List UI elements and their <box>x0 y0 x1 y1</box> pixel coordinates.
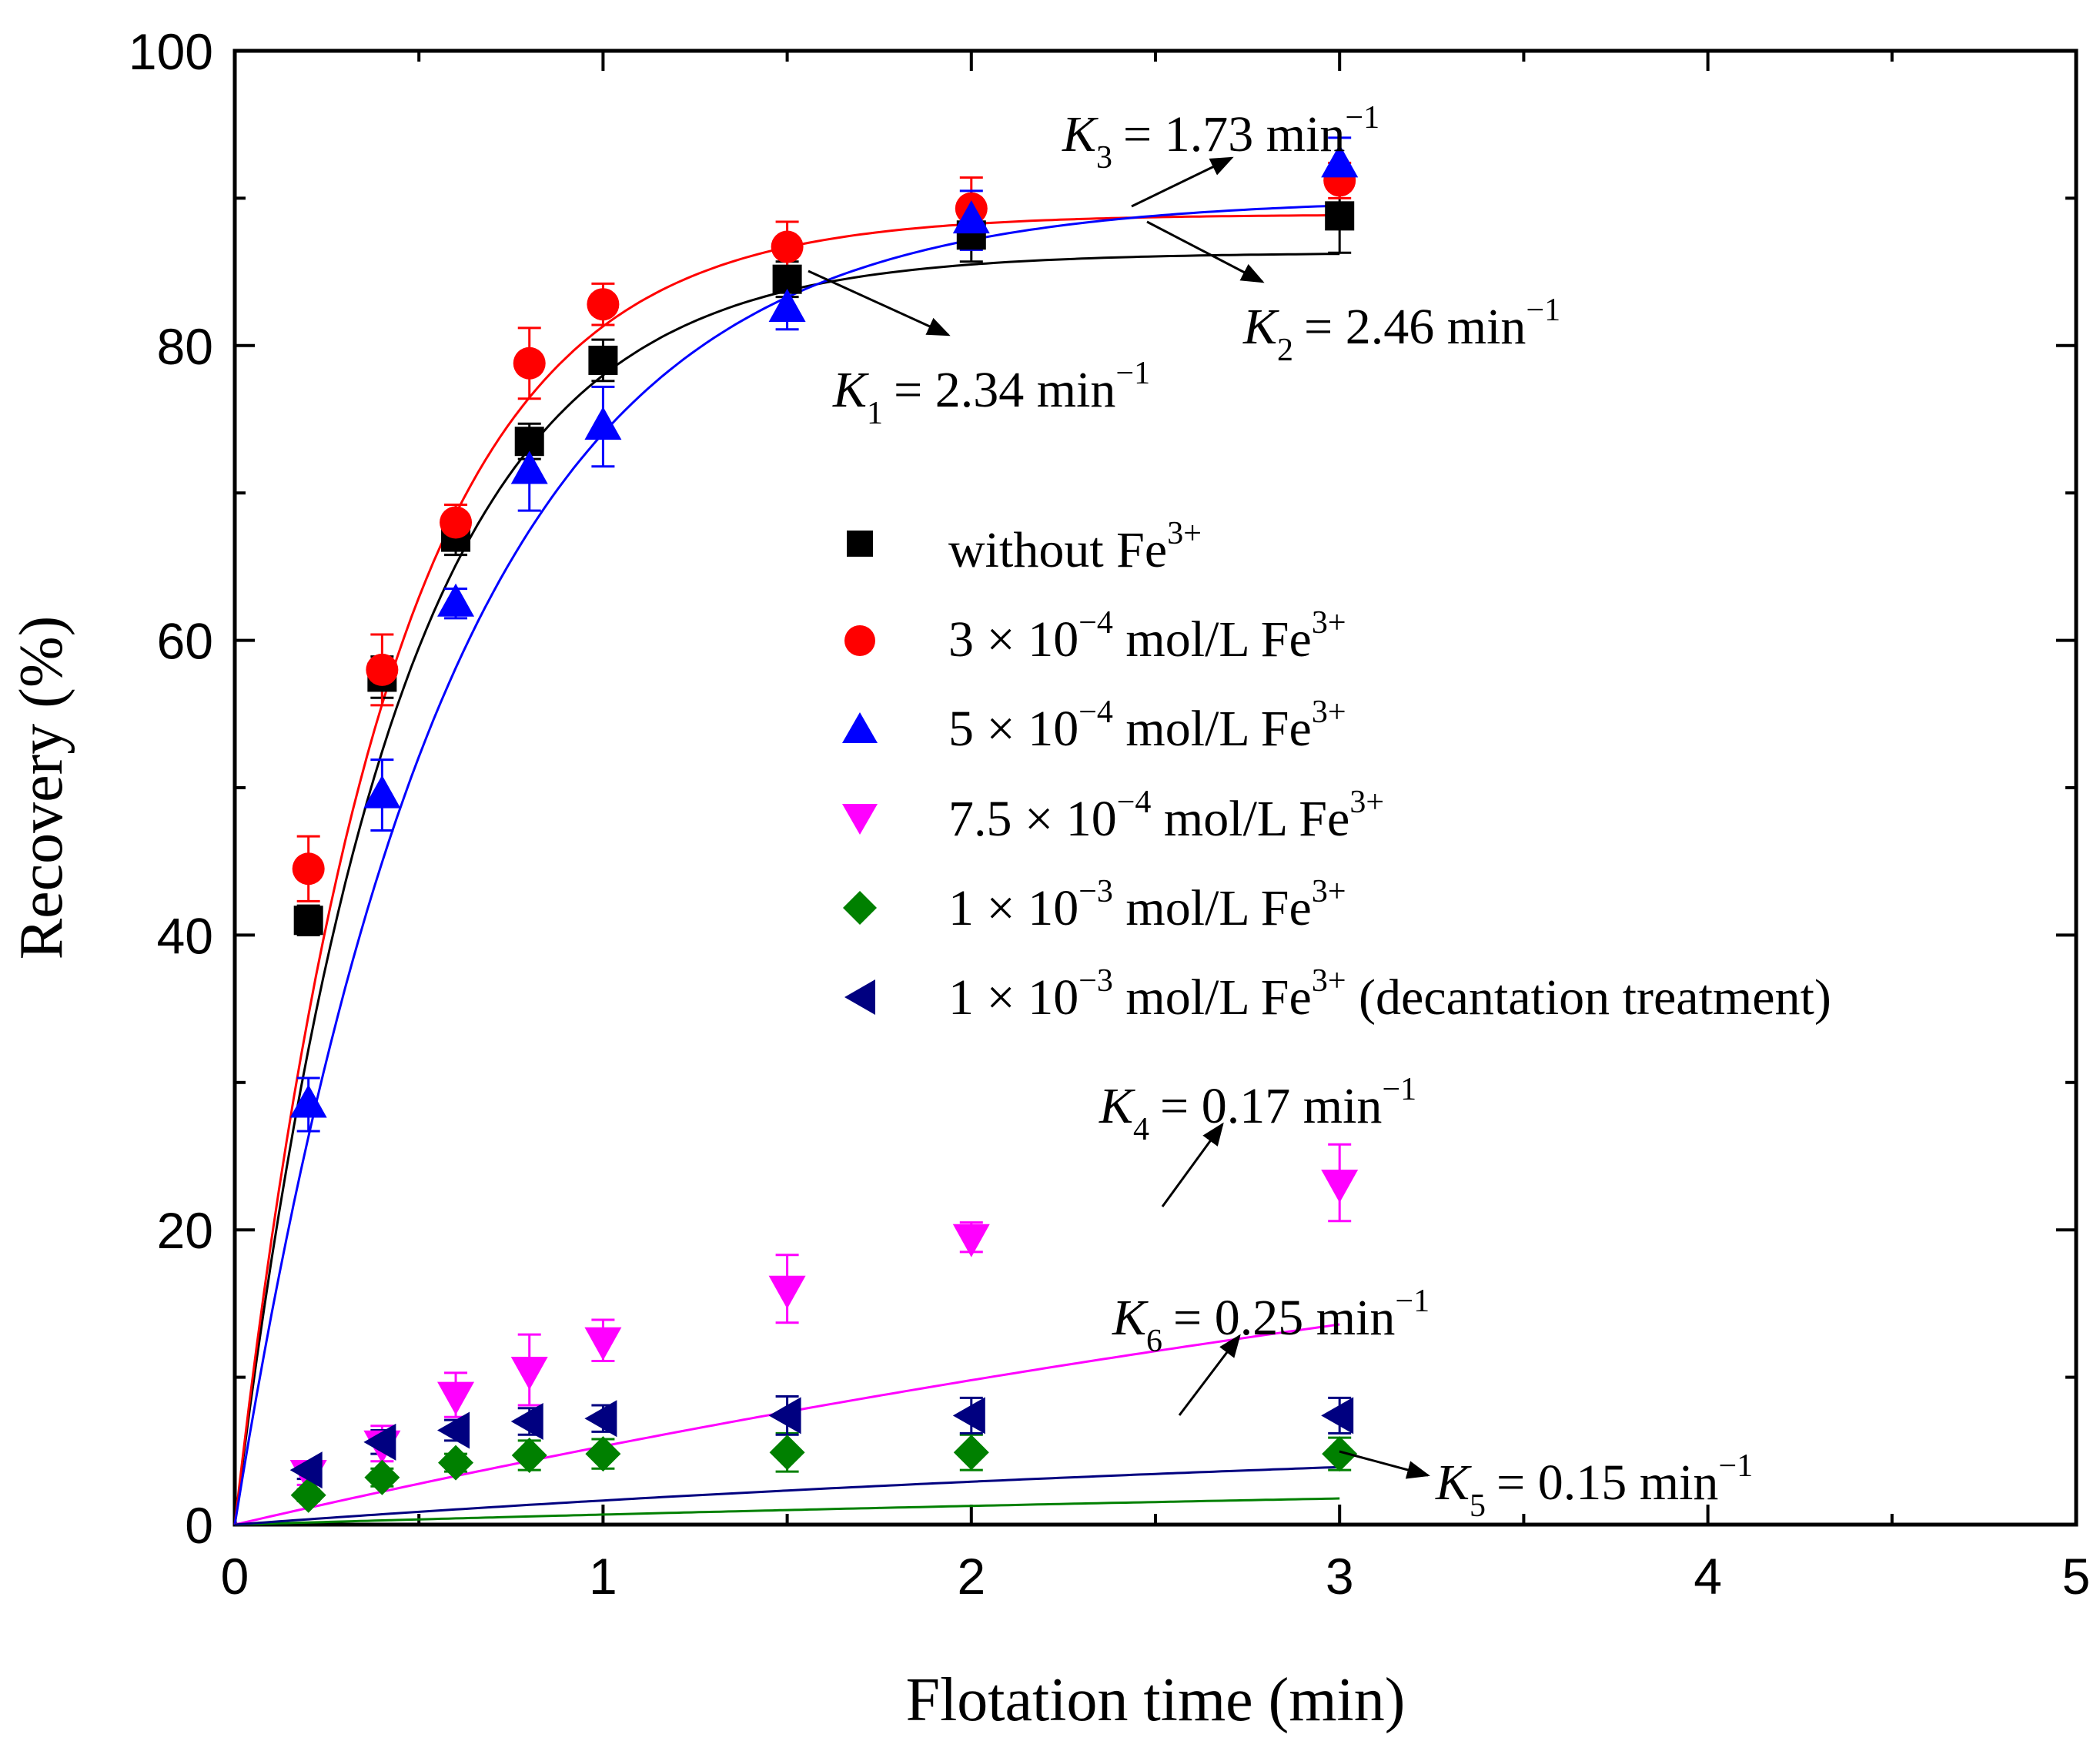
data-point-triangle-left <box>363 1423 396 1461</box>
data-point-triangle-down <box>952 1224 990 1257</box>
plot-frame <box>232 49 2078 1527</box>
data-point-circle <box>366 653 399 686</box>
annotation-arrow <box>1161 1122 1224 1207</box>
fit-curve <box>234 1465 1340 1526</box>
legend-marker-diamond <box>843 891 877 925</box>
fit-curve <box>234 1497 1340 1526</box>
data-point-triangle-up <box>363 775 401 809</box>
x-tick-label: 4 <box>1694 1548 1722 1605</box>
legend-item-7-5e-4: 7.5 × 10−4 mol/L Fe3+ <box>842 785 1384 847</box>
annotation-label: K1 = 2.34 min−1 <box>832 356 1150 431</box>
data-point-triangle-down <box>768 1275 806 1309</box>
data-point-triangle-left <box>768 1397 801 1435</box>
x-axis-title: Flotation time (min) <box>906 1666 1406 1734</box>
annotation-label: K3 = 1.73 min−1 <box>1062 100 1379 176</box>
annotation-k2: K2 = 2.46 min−1 <box>1146 220 1560 368</box>
data-point-square <box>293 906 323 936</box>
x-tick-label: 3 <box>1326 1548 1354 1605</box>
y-tick-label: 100 <box>129 23 213 80</box>
legend-label: without Fe3+ <box>948 516 1202 578</box>
x-tick-label: 1 <box>589 1548 617 1605</box>
legend-label: 5 × 10−4 mol/L Fe3+ <box>948 695 1346 757</box>
legend-label: 3 × 10−4 mol/L Fe3+ <box>948 605 1346 668</box>
data-point-square <box>588 345 618 375</box>
legend-item-1e-3-decantation: 1 × 10−3 mol/L Fe3+ (decantation treatme… <box>844 963 1831 1026</box>
annotation-label: K2 = 2.46 min−1 <box>1242 293 1560 368</box>
data-point-circle <box>513 347 546 380</box>
data-point-circle <box>587 288 620 321</box>
legend-marker-triangle-left <box>844 979 875 1015</box>
data-point-triangle-up <box>1321 144 1359 178</box>
y-tick-label: 0 <box>185 1497 213 1554</box>
legend-item-3e-4: 3 × 10−4 mol/L Fe3+ <box>844 605 1346 668</box>
annotation-k3: K3 = 1.73 min−1 <box>1062 100 1379 208</box>
data-point-triangle-left <box>1321 1397 1354 1435</box>
data-point-triangle-up <box>584 407 622 440</box>
legend: without Fe3+ 3 × 10−4 mol/L Fe3+ 5 × 10−… <box>842 516 1831 1026</box>
x-tick-label: 5 <box>2062 1548 2091 1605</box>
legend-marker-circle <box>844 625 875 656</box>
annotation-label: K6 = 0.25 min−1 <box>1112 1284 1430 1359</box>
data-point-triangle-down <box>584 1327 622 1361</box>
data-point-diamond <box>290 1477 326 1513</box>
data-point-diamond <box>438 1445 474 1481</box>
data-point-diamond <box>769 1435 805 1471</box>
annotation-label: K4 = 0.17 min−1 <box>1098 1072 1416 1147</box>
data-point-triangle-left <box>510 1403 543 1441</box>
data-point-triangle-up <box>510 450 548 484</box>
data-points <box>289 144 1359 1513</box>
legend-item-5e-4: 5 × 10−4 mol/L Fe3+ <box>842 695 1346 757</box>
legend-item-without-fe: without Fe3+ <box>847 516 1202 578</box>
data-point-triangle-up <box>289 1084 327 1118</box>
annotation-k6: K6 = 0.25 min−1 <box>1112 1284 1430 1416</box>
data-point-circle <box>292 852 325 886</box>
y-axis-title: Recovery (%) <box>8 616 75 959</box>
y-tick-label: 20 <box>157 1202 213 1259</box>
annotation-arrow <box>1339 1450 1430 1479</box>
x-tick-label: 2 <box>957 1548 985 1605</box>
annotation-k5: K5 = 0.15 min−1 <box>1339 1448 1753 1524</box>
data-point-triangle-down <box>437 1381 475 1415</box>
axes: 0 1 2 3 4 5 0 20 40 60 80 100 <box>129 23 2090 1605</box>
legend-marker-triangle-up <box>842 712 878 743</box>
annotation-k4: K4 = 0.17 min−1 <box>1098 1072 1416 1207</box>
data-point-diamond <box>1322 1436 1358 1472</box>
data-point-diamond <box>953 1435 989 1471</box>
data-point-triangle-down <box>1321 1169 1359 1203</box>
annotation-label: K5 = 0.15 min−1 <box>1435 1448 1753 1524</box>
legend-item-1e-3: 1 × 10−3 mol/L Fe3+ <box>843 874 1346 936</box>
y-tick-label: 60 <box>157 613 213 670</box>
x-tick-label: 0 <box>221 1548 249 1605</box>
annotation-arrow <box>1178 1334 1241 1416</box>
data-point-triangle-up <box>952 200 990 234</box>
data-point-diamond <box>585 1436 621 1472</box>
data-point-circle <box>440 506 473 539</box>
annotation-arrow <box>808 270 951 336</box>
data-point-triangle-up <box>437 583 475 617</box>
data-point-triangle-left <box>952 1397 985 1435</box>
data-point-triangle-left <box>289 1451 323 1489</box>
annotation-arrow <box>1131 156 1234 208</box>
annotations: K1 = 2.34 min−1 K2 = 2.46 min−1 K3 = 1.73 m… <box>808 100 1753 1524</box>
data-point-triangle-left <box>437 1411 470 1449</box>
data-point-diamond <box>511 1438 547 1474</box>
data-point-diamond <box>364 1459 400 1495</box>
annotation-k1: K1 = 2.34 min−1 <box>808 270 1150 431</box>
legend-marker-square <box>847 531 873 557</box>
data-point-square <box>1325 201 1355 231</box>
legend-label: 7.5 × 10−4 mol/L Fe3+ <box>948 785 1384 847</box>
data-point-circle <box>771 230 804 263</box>
data-point-triangle-down <box>510 1357 548 1391</box>
data-point-triangle-left <box>584 1400 617 1438</box>
legend-label: 1 × 10−3 mol/L Fe3+ <box>948 874 1346 936</box>
y-tick-label: 40 <box>157 907 213 964</box>
data-point-triangle-up <box>768 288 806 322</box>
annotation-arrow <box>1146 220 1265 283</box>
legend-label: 1 × 10−3 mol/L Fe3+ (decantation treatme… <box>948 963 1831 1026</box>
y-tick-label: 80 <box>157 318 213 375</box>
legend-marker-triangle-down <box>842 804 878 835</box>
